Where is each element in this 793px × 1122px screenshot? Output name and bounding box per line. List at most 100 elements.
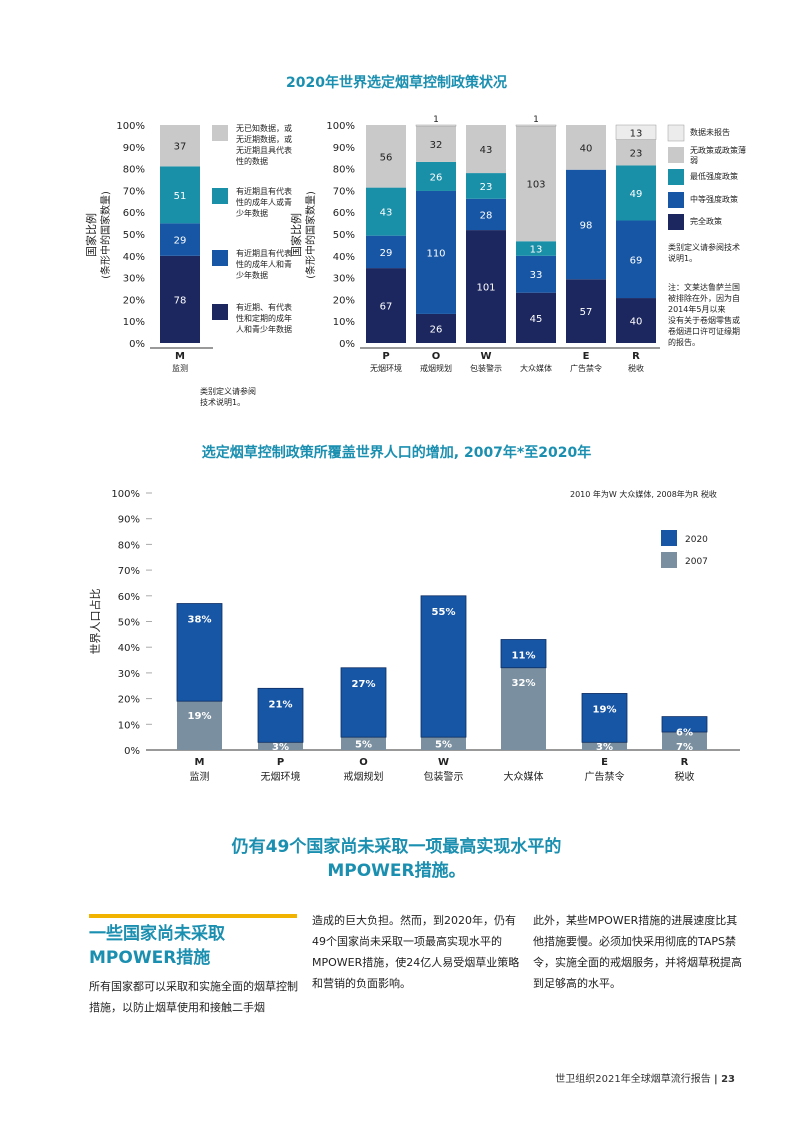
c2-label-2020: 21% bbox=[269, 699, 293, 710]
c2-label-2007: 5% bbox=[435, 740, 452, 751]
c1-p-legend-swatch bbox=[668, 192, 684, 208]
c2-label-2020: 38% bbox=[188, 615, 212, 626]
c1-ytick-right: 90% bbox=[333, 143, 355, 154]
section-title-line1: 一些国家尚未采取 bbox=[89, 924, 225, 944]
c1-p-note1: 类别定义请参阅技术说明1。 bbox=[668, 242, 740, 263]
c1-p-value: 43 bbox=[380, 208, 393, 219]
c1-m-sublabel: 监测 bbox=[172, 363, 188, 373]
c1-p-value: 45 bbox=[530, 314, 543, 325]
c2-sublabel: 监测 bbox=[190, 770, 210, 783]
c2-legend-swatch bbox=[661, 552, 677, 568]
c2-label-2020: 6% bbox=[676, 728, 693, 739]
c1-p-legend-swatch bbox=[668, 214, 684, 230]
c2-bar-2007 bbox=[662, 732, 707, 750]
c1-ytick-right: 40% bbox=[333, 252, 355, 263]
c2-ytick: 0% bbox=[124, 746, 140, 757]
c2-ytick: 80% bbox=[118, 540, 140, 551]
section-title-line2: MPOWER措施 bbox=[89, 948, 211, 968]
c1-p-segment bbox=[466, 198, 506, 231]
c1-p-segment bbox=[366, 125, 406, 188]
c1-p-legend-swatch bbox=[668, 147, 684, 163]
section-title: 一些国家尚未采取 MPOWER措施 bbox=[89, 922, 309, 970]
c2-sublabel: 无烟环境 bbox=[261, 770, 301, 783]
c1-p-category: E bbox=[583, 351, 590, 362]
c1-ytick-left: 100% bbox=[116, 121, 145, 132]
c1-p-segment bbox=[366, 268, 406, 343]
c1-p-value: 26 bbox=[430, 172, 443, 183]
c1-m-legend-label: 无已知数据，或无近期数据，或无近期且具代表性的数据 bbox=[236, 123, 292, 166]
c1-p-note2: 注：文莱达鲁萨兰国被排除在外，因为自 2014年5月以来没有关于卷烟零售或卷烟进口… bbox=[668, 282, 740, 347]
c1-ytick-left: 0% bbox=[129, 339, 145, 350]
c2-bar-2020 bbox=[420, 595, 467, 738]
c1-m-legend-label: 有近期且有代表性的成年人和青少年数据 bbox=[236, 248, 292, 280]
c1-ytick-left: 70% bbox=[123, 186, 145, 197]
c2-category: M bbox=[195, 757, 205, 768]
c1-p-segment bbox=[466, 173, 506, 199]
c1-p-value: 103 bbox=[526, 180, 545, 191]
headline: 仍有49个国家尚未采取一项最高实现水平的 MPOWER措施。 bbox=[0, 835, 793, 883]
c2-bar-2020 bbox=[176, 603, 223, 702]
c1-p-value: 1 bbox=[533, 115, 539, 125]
section-accent-bar bbox=[89, 914, 297, 918]
c2-ytick: 60% bbox=[118, 592, 140, 603]
c1-p-value: 26 bbox=[430, 324, 443, 335]
c1-p-legend-swatch bbox=[667, 124, 685, 142]
c1-ytick-right: 80% bbox=[333, 165, 355, 176]
c2-sublabel: 税收 bbox=[675, 770, 695, 783]
c2-label-2020: 19% bbox=[593, 704, 617, 715]
c1-p-value: 32 bbox=[430, 140, 443, 151]
chart1-title: 2020年世界选定烟草控制政策状况 bbox=[286, 75, 507, 91]
c2-label-2020: 11% bbox=[512, 650, 536, 661]
c1-p-legend-label: 无政策或政策薄弱 bbox=[690, 145, 746, 165]
body-column-3: 此外，某些MPOWER措施的进展速度比其他措施要慢。必须加快采用彻底的TAPS禁… bbox=[533, 914, 742, 990]
c1-ytick-left: 10% bbox=[123, 317, 145, 328]
c1-p-sublabel: 大众媒体 bbox=[520, 363, 552, 373]
page-footer: 世卫组织2021年全球烟草流行报告 | 23 bbox=[555, 1074, 735, 1085]
c1-ytick-right: 50% bbox=[333, 230, 355, 241]
policy-status-chart: 0% 0% 10% 10% 20% 20% 30% 30% 40% 40% 50% 50% 60% 60%… bbox=[84, 115, 746, 407]
c1-m-segment bbox=[160, 166, 200, 224]
c1-p-value: 29 bbox=[380, 248, 393, 259]
c1-ylabel-left: 国家比例 (条形中的国家数量) bbox=[84, 191, 112, 279]
c2-bar-2007 bbox=[421, 737, 466, 750]
c1-p-segment bbox=[616, 298, 656, 343]
c1-m-category: M bbox=[175, 351, 185, 362]
c1-ytick-right: 30% bbox=[333, 274, 355, 285]
c1-p-value: 49 bbox=[630, 189, 643, 200]
c2-label-2007: 32% bbox=[512, 678, 536, 689]
headline-line2: MPOWER措施。 bbox=[327, 861, 466, 881]
c1-m-value: 29 bbox=[174, 236, 187, 247]
c1-ytick-right: 60% bbox=[333, 208, 355, 219]
c2-sublabel: 广告禁令 bbox=[585, 770, 625, 783]
c2-bar-2020 bbox=[661, 716, 708, 733]
c1-p-segment bbox=[516, 126, 556, 242]
c2-label-2020: 27% bbox=[352, 679, 376, 690]
c1-p-category: O bbox=[432, 351, 441, 362]
c1-m-note-cont: 技术说明1。 bbox=[200, 397, 245, 407]
c1-m-segment bbox=[160, 223, 200, 256]
c2-label-2007: 3% bbox=[596, 742, 613, 753]
c1-ytick-right: 0% bbox=[339, 339, 355, 350]
c2-bar-2007 bbox=[258, 742, 303, 750]
c1-p-segment bbox=[566, 279, 606, 343]
c1-p-value: 98 bbox=[580, 220, 593, 231]
c2-sublabel: 包装警示 bbox=[424, 770, 464, 783]
c1-p-sublabel: 无烟环境 bbox=[370, 363, 402, 373]
c1-ytick-right: 70% bbox=[333, 186, 355, 197]
c1-m-value: 37 bbox=[174, 142, 187, 153]
c1-ytick-left: 50% bbox=[123, 230, 145, 241]
c1-p-value: 28 bbox=[480, 210, 493, 221]
c1-p-segment bbox=[566, 125, 606, 170]
c1-m-segment bbox=[160, 255, 200, 343]
c1-p-segment bbox=[466, 125, 506, 174]
c1-p-legend-label: 完全政策 bbox=[690, 216, 722, 226]
c2-legend-swatch bbox=[661, 530, 677, 546]
c1-p-segment bbox=[416, 161, 456, 191]
c1-p-segment bbox=[515, 124, 557, 127]
c1-ytick-left: 80% bbox=[123, 165, 145, 176]
c1-p-sublabel: 税收 bbox=[628, 363, 644, 373]
c1-m-legend-swatch bbox=[212, 188, 228, 204]
c1-p-segment bbox=[616, 220, 656, 299]
c2-sublabel: 大众媒体 bbox=[504, 770, 544, 783]
c2-ytick: 100% bbox=[111, 489, 140, 500]
